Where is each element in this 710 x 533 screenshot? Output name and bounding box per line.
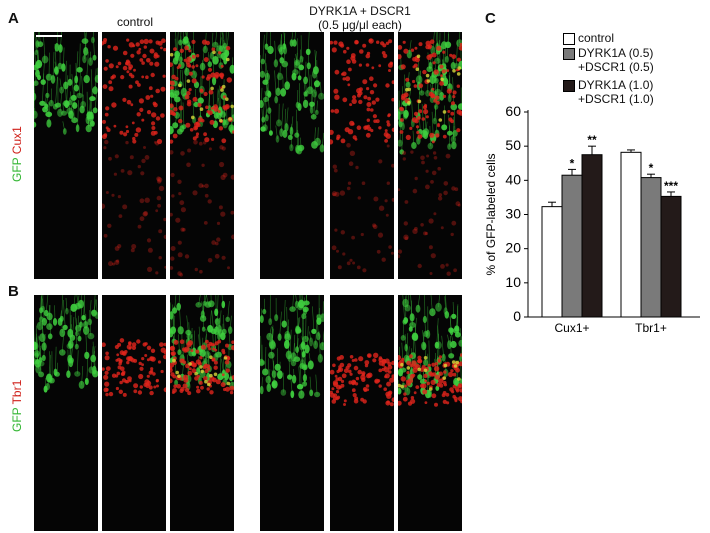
micrograph-a-treated-merge: [398, 32, 462, 279]
panel-letter-a: A: [8, 10, 19, 27]
micrograph-a-control-green: [34, 32, 98, 279]
micrograph-b-treated-red: [330, 295, 394, 531]
y-tick-label: 40: [505, 171, 521, 187]
micrograph-b-control-red: [102, 295, 166, 531]
scale-bar: [36, 35, 62, 37]
micrograph-a-treated-red: [330, 32, 394, 279]
micrograph-b-control-merge: [170, 295, 234, 531]
y-axis-label: % of GFP-labeled cells: [484, 153, 498, 275]
micrograph-b-control-green: [34, 295, 98, 531]
legend-label: DYRK1A (1.0) +DSCR1 (1.0): [578, 78, 654, 106]
bar: [581, 154, 603, 318]
bar: [620, 151, 642, 318]
bar: [561, 174, 583, 318]
x-tick-label: Tbr1+: [635, 321, 667, 335]
y-tick-label: 30: [505, 206, 521, 222]
treated-header-line1: DYRK1A + DSCR1: [309, 4, 411, 18]
bar: [640, 177, 662, 318]
row-a-label: GFP Cux1: [10, 126, 24, 182]
micrograph-b-treated-green: [260, 295, 324, 531]
micrograph-a-treated-green: [260, 32, 324, 279]
panel-letter-b: B: [8, 283, 19, 300]
legend-swatch: [563, 33, 575, 45]
row-a-label-red: Cux1: [10, 126, 24, 155]
row-b-label: GFP Tbr1: [10, 380, 24, 432]
legend-swatch: [563, 48, 575, 60]
row-b-label-red: Tbr1: [10, 379, 24, 405]
row-b-label-green: GFP: [10, 407, 24, 432]
x-tick-label: Cux1+: [554, 321, 589, 335]
micrograph-b-treated-merge: [398, 295, 462, 531]
significance-marker: *: [649, 161, 654, 175]
legend-label: DYRK1A (0.5) +DSCR1 (0.5): [578, 46, 654, 74]
y-tick-label: 60: [505, 103, 521, 119]
y-tick-label: 50: [505, 137, 521, 153]
y-tick-label: 0: [513, 308, 521, 324]
legend-swatch: [563, 80, 575, 92]
treated-header: DYRK1A + DSCR1 (0.5 μg/μl each): [255, 4, 465, 32]
y-tick-label: 10: [505, 274, 521, 290]
bar: [660, 195, 682, 318]
significance-marker: **: [587, 133, 597, 147]
legend-label: control: [578, 31, 615, 45]
panel-letter-c: C: [485, 10, 496, 27]
control-header: control: [116, 15, 154, 29]
significance-marker: ***: [664, 179, 678, 193]
bar: [541, 206, 563, 318]
treated-header-line2: (0.5 μg/μl each): [318, 18, 402, 32]
micrograph-a-control-merge: [170, 32, 234, 279]
significance-marker: *: [570, 156, 575, 170]
row-a-label-green: GFP: [10, 157, 24, 182]
y-tick-label: 20: [505, 240, 521, 256]
micrograph-a-control-red: [102, 32, 166, 279]
